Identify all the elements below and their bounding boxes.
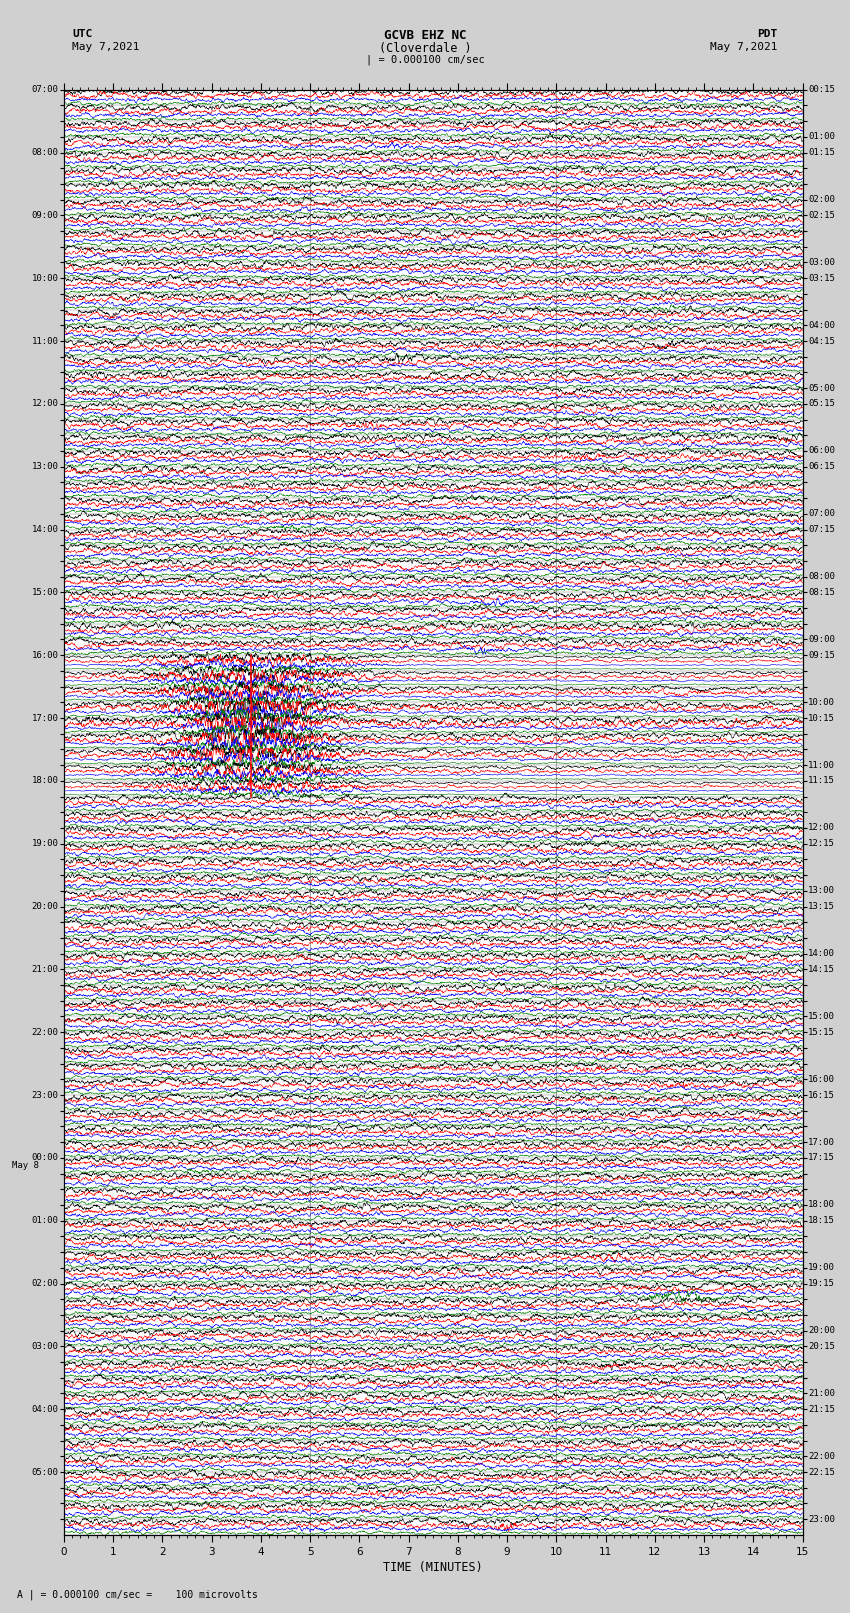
Text: A | = 0.000100 cm/sec =    100 microvolts: A | = 0.000100 cm/sec = 100 microvolts [17,1589,258,1600]
Text: PDT: PDT [757,29,778,39]
Text: (Cloverdale ): (Cloverdale ) [379,42,471,55]
X-axis label: TIME (MINUTES): TIME (MINUTES) [383,1561,483,1574]
Text: | = 0.000100 cm/sec: | = 0.000100 cm/sec [366,55,484,66]
Text: UTC: UTC [72,29,93,39]
Text: May 7,2021: May 7,2021 [711,42,778,52]
Text: May 7,2021: May 7,2021 [72,42,139,52]
Text: May 8: May 8 [13,1161,39,1169]
Text: GCVB EHZ NC: GCVB EHZ NC [383,29,467,42]
